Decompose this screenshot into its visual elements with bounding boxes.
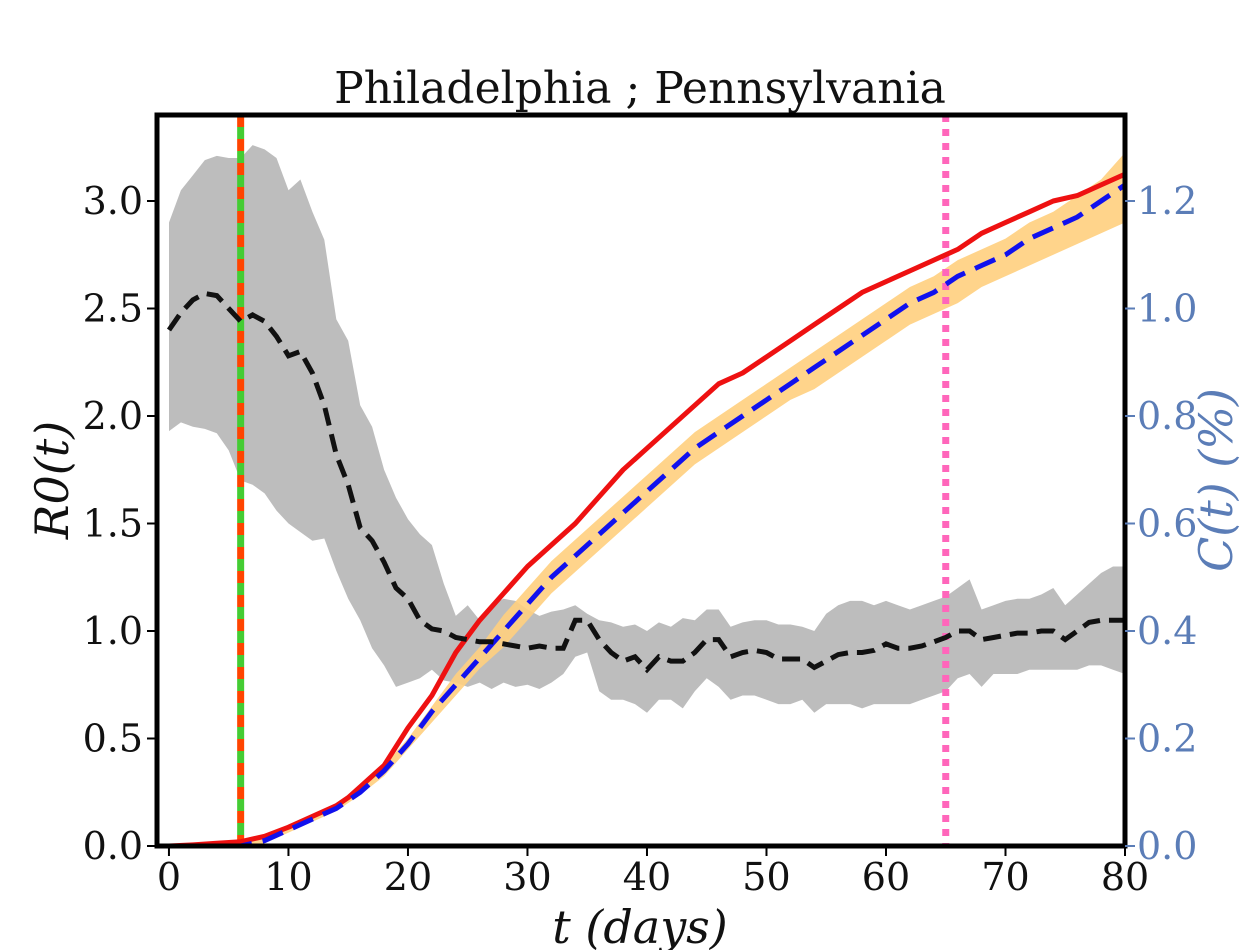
y-right-tick-label: 0.4 [1137, 609, 1197, 653]
plot-frame [154, 112, 1128, 849]
model-confidence-band [232, 152, 1125, 846]
r0-line [166, 290, 1125, 674]
y-axis-label-left: R0(t) [25, 421, 79, 540]
y-right-tick-label: 1.0 [1137, 287, 1197, 331]
x-tick-label: 0 [157, 855, 181, 899]
x-axis-label: t (days) [552, 900, 727, 950]
y-right-tick-label: 0.6 [1137, 502, 1197, 546]
model-fit-line [233, 182, 1125, 846]
y-left-tick-label: 3.0 [83, 179, 143, 223]
y-right-tick-label: 0.8 [1137, 394, 1197, 438]
x-tick-label: 60 [862, 855, 910, 899]
r0-confidence-band [169, 145, 1125, 713]
plot-area [166, 115, 1125, 846]
y-left-tick-label: 2.0 [83, 394, 143, 438]
chart-title: Philadelphia ; Pennsylvania [334, 63, 946, 114]
x-tick-label: 30 [503, 855, 551, 899]
y-left-tick-label: 1.0 [83, 609, 143, 653]
y-left-tick-label: 1.5 [83, 502, 143, 546]
y-left-tick-label: 2.5 [83, 287, 143, 331]
x-tick-label: 50 [742, 855, 790, 899]
x-tick-label: 70 [981, 855, 1029, 899]
axes: 0 10 20 30 40 50 60 70 800.00.51.01.52.02.53.00.… [83, 112, 1197, 899]
x-tick-label: 10 [264, 855, 312, 899]
y-left-tick-label: 0.0 [83, 824, 143, 868]
y-left-tick-label: 0.5 [83, 717, 143, 761]
y-right-tick-label: 0.2 [1137, 717, 1197, 761]
x-tick-label: 40 [623, 855, 671, 899]
y-axis-label-right: C(t) (%) [1189, 388, 1243, 572]
y-right-tick-label: 0.0 [1137, 824, 1197, 868]
x-tick-label: 80 [1101, 855, 1149, 899]
y-right-tick-label: 1.2 [1137, 179, 1197, 223]
x-tick-label: 20 [384, 855, 432, 899]
